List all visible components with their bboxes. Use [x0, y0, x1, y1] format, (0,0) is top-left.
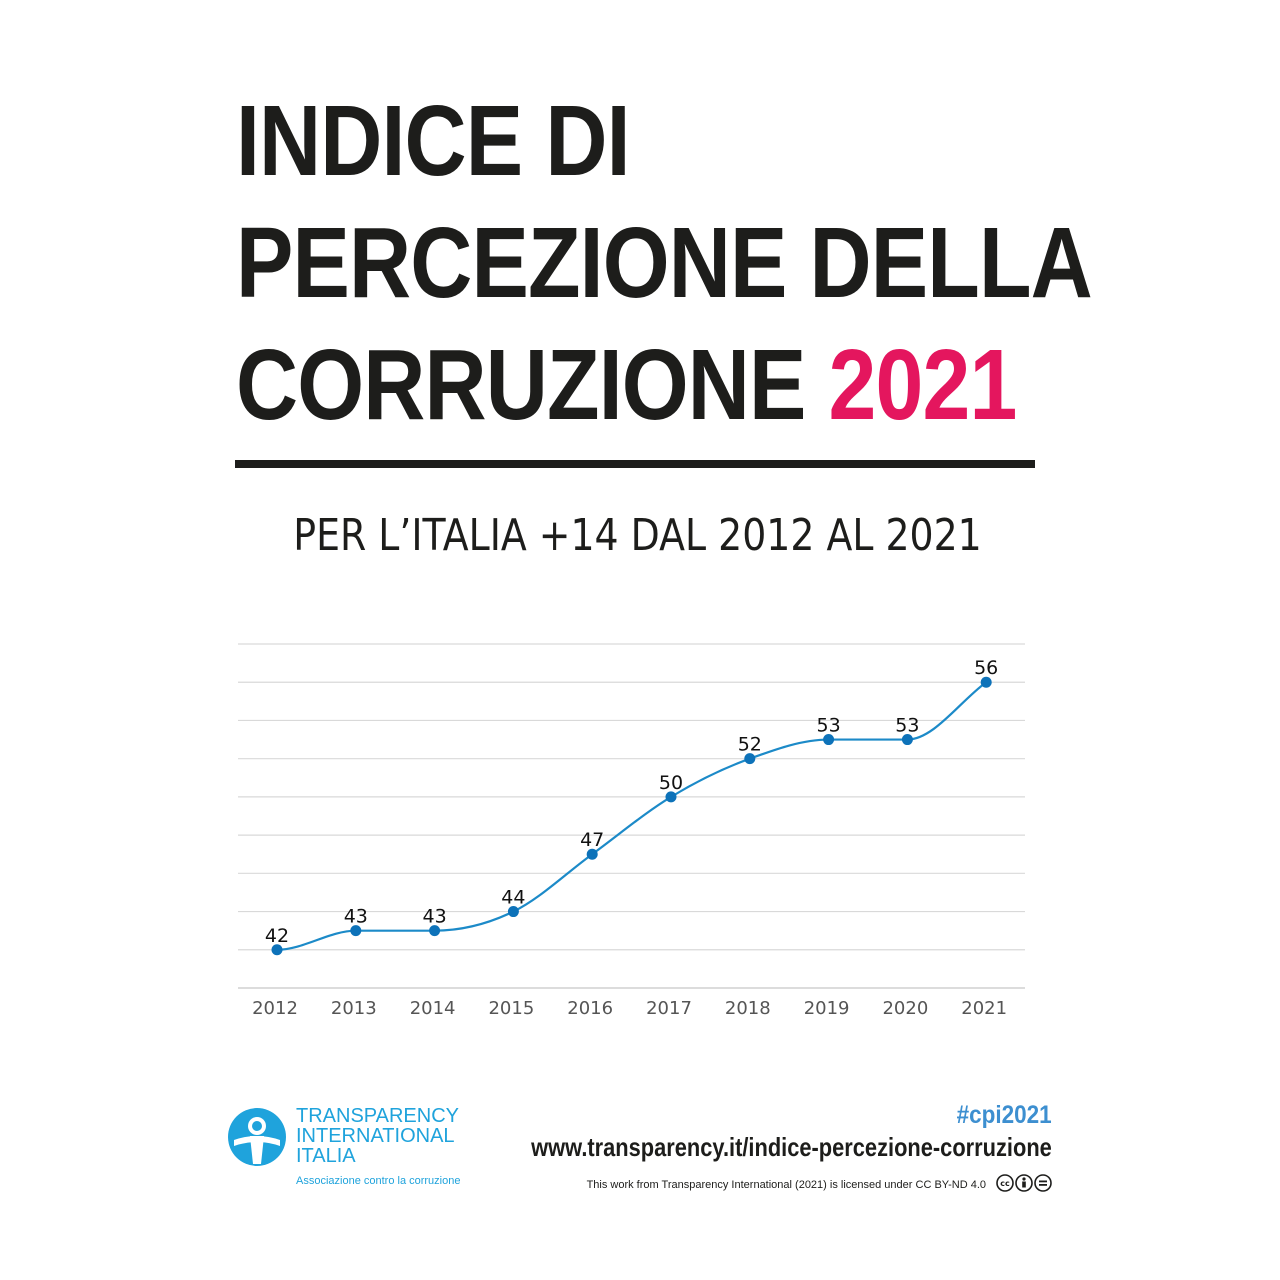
data-label: 43	[344, 906, 368, 928]
data-label: 43	[423, 906, 447, 928]
title-line-1: INDICE DI	[236, 85, 630, 197]
transparency-globe-icon	[228, 1108, 286, 1166]
x-tick-label: 2013	[331, 998, 377, 1019]
data-label: 47	[580, 829, 604, 851]
svg-text:cc: cc	[1000, 1179, 1010, 1188]
series-line	[276, 681, 987, 951]
data-point	[271, 944, 283, 956]
data-label: 42	[265, 925, 289, 947]
data-label: 53	[817, 715, 841, 737]
logo-wordmark: TRANSPARENCY INTERNATIONAL ITALIA	[296, 1106, 459, 1166]
data-label: 50	[659, 772, 683, 794]
logo-line-3: ITALIA	[296, 1145, 356, 1167]
x-tick-label: 2019	[804, 998, 850, 1019]
data-label: 56	[974, 657, 998, 679]
cc-license-icons: cc	[996, 1174, 1052, 1192]
title-word-corruzione: CORRUZIONE	[236, 329, 806, 441]
logo-line-2: INTERNATIONAL	[296, 1125, 455, 1147]
data-point	[429, 925, 441, 937]
title-line-3: CORRUZIONE 2021	[236, 324, 1017, 446]
logo-line-1: TRANSPARENCY	[296, 1105, 459, 1127]
data-point	[586, 848, 598, 860]
x-tick-label: 2012	[252, 998, 298, 1019]
nd-icon	[1034, 1174, 1052, 1192]
data-point	[901, 734, 913, 746]
hashtag: #cpi2021	[956, 1101, 1052, 1129]
data-label: 52	[738, 734, 762, 756]
x-tick-label: 2015	[488, 998, 534, 1019]
by-icon	[1015, 1174, 1033, 1192]
data-point	[980, 676, 992, 688]
logo-tagline: Associazione contro la corruzione	[296, 1175, 461, 1187]
title-year: 2021	[828, 329, 1018, 441]
license-text: This work from Transparency Internationa…	[586, 1179, 986, 1191]
transparency-logo: TRANSPARENCY INTERNATIONAL ITALIA Associ…	[226, 1106, 486, 1196]
x-tick-label: 2020	[882, 998, 928, 1019]
data-point	[823, 734, 835, 746]
website-url[interactable]: www.transparency.it/indice-percezione-co…	[531, 1132, 1052, 1162]
x-tick-label: 2016	[567, 998, 613, 1019]
title-divider	[235, 460, 1035, 468]
x-tick-label: 2017	[646, 998, 692, 1019]
data-point	[665, 791, 677, 803]
x-tick-label: 2021	[961, 998, 1007, 1019]
data-point	[507, 906, 519, 918]
subtitle: PER L’ITALIA +14 DAL 2012 AL 2021	[293, 510, 982, 561]
data-point	[744, 753, 756, 765]
x-tick-label: 2014	[410, 998, 456, 1019]
x-tick-label: 2018	[725, 998, 771, 1019]
data-label: 44	[501, 887, 525, 909]
data-point	[350, 925, 362, 937]
cc-icon: cc	[996, 1174, 1014, 1192]
data-label: 53	[895, 715, 919, 737]
